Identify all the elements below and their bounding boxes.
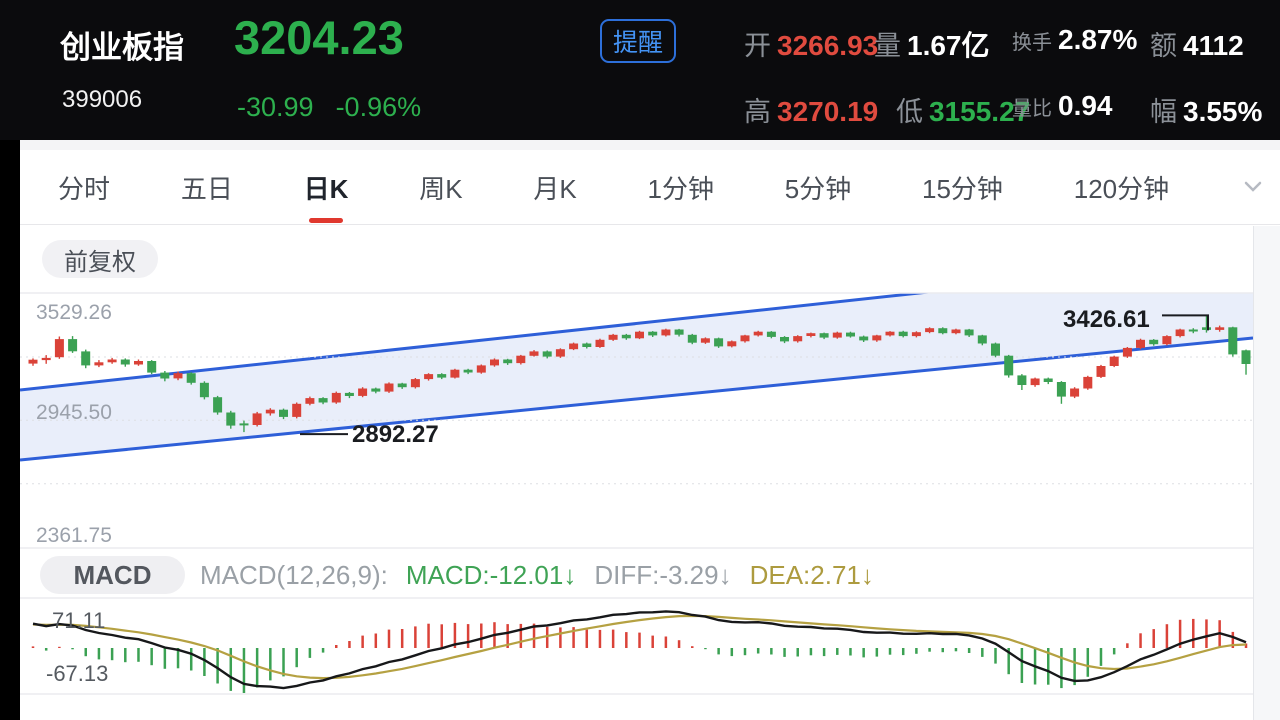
last-price: 3204.23 (234, 11, 404, 64)
amplitude-label: 幅 (1150, 97, 1177, 127)
tab-1min[interactable]: 1分钟 (647, 173, 714, 204)
macd-indicator-button[interactable]: MACD (40, 556, 185, 594)
stock-code: 399006 (62, 86, 143, 113)
macd-min-label: -67.13 (46, 661, 109, 686)
stats-amplitude: 幅 3.55% (1150, 90, 1262, 129)
chart-right-gutter (1253, 226, 1280, 720)
stats-high: 高 3270.19 (744, 90, 878, 129)
stats-volume: 量 1.67亿 (874, 24, 990, 64)
alert-button-label: 提醒 (612, 29, 663, 57)
macd-pill-label: MACD (73, 559, 152, 590)
open-label: 开 (744, 31, 771, 61)
adjust-mode-button[interactable]: 前复权 (42, 240, 158, 278)
period-tab-bar: 分时 五日 日K 周K 月K 1分钟 5分钟 15分钟 120分钟 (20, 150, 1280, 225)
alert-button[interactable]: 提醒 (600, 19, 676, 63)
period-low-annotation: 2892.27 (352, 421, 439, 448)
tab-15min[interactable]: 15分钟 (922, 173, 1003, 204)
tab-daily-k[interactable]: 日K (304, 169, 349, 206)
high-label: 高 (744, 97, 771, 127)
macd-value: MACD:-12.01↓ (405, 560, 577, 590)
volratio-label: 量比 (1012, 98, 1052, 120)
open-value: 3266.93 (777, 30, 879, 61)
quote-header: 创业板指 399006 3204.23 -30.99 -0.96% 提醒 开 3… (0, 0, 1280, 140)
low-value: 3155.27 (929, 96, 1031, 127)
chevron-down-icon[interactable] (1240, 174, 1266, 200)
macd-params: MACD(12,26,9): (200, 560, 388, 590)
amount-value: 4112 (1183, 30, 1244, 61)
y-axis-label-top: 3529.26 (36, 301, 112, 324)
tab-weekly-k[interactable]: 周K (419, 173, 463, 204)
tab-timeline[interactable]: 分时 (58, 173, 111, 204)
amplitude-value: 3.55% (1183, 96, 1263, 127)
turnover-value: 2.87% (1058, 24, 1138, 55)
change-percent: -0.96% (335, 92, 422, 122)
y-axis-label-bottom: 2361.75 (36, 524, 112, 547)
low-label: 低 (896, 97, 923, 127)
macd-max-label: 71.11 (52, 608, 106, 633)
y-axis-label-mid: 2945.50 (36, 401, 112, 424)
stats-open: 开 3266.93 (744, 24, 878, 63)
period-high-annotation: 3426.61 (1063, 306, 1150, 333)
diff-value: DIFF:-3.29↓ (594, 560, 732, 590)
amount-label: 额 (1150, 31, 1177, 61)
header-separator-band (20, 140, 1280, 151)
stats-volratio: 量比 0.94 (1012, 90, 1113, 122)
volratio-value: 0.94 (1058, 90, 1113, 121)
stats-low: 低 3155.27 (896, 90, 1030, 129)
adjust-mode-label: 前复权 (64, 248, 136, 276)
stock-name: 创业板指 (60, 30, 184, 65)
volume-label: 量 (874, 31, 901, 61)
tab-five-day[interactable]: 五日 (180, 173, 233, 204)
turnover-label: 换手 (1012, 32, 1052, 54)
tab-5min[interactable]: 5分钟 (784, 173, 852, 204)
tab-120min[interactable]: 120分钟 (1073, 173, 1170, 204)
change-value: -30.99 (237, 92, 314, 122)
volume-value: 1.67亿 (907, 30, 990, 61)
macd-readout: MACD(12,26,9): MACD:-12.01↓ DIFF:-3.29↓ … (200, 560, 874, 591)
tab-monthly-k[interactable]: 月K (533, 173, 577, 204)
dea-value: DEA:2.71↓ (749, 560, 874, 590)
price-change-row: -30.99 -0.96% (237, 92, 421, 123)
stats-turnover: 换手 2.87% (1012, 24, 1137, 56)
high-value: 3270.19 (777, 96, 879, 127)
stats-amount: 额 4112 (1150, 24, 1244, 63)
